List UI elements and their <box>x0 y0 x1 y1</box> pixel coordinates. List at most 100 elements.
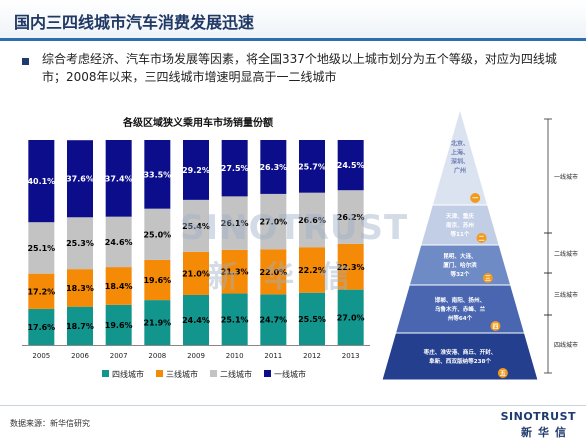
pyramid-tier-label: 昆明、大连、 <box>443 252 477 260</box>
x-tick-label: 2010 <box>226 352 244 360</box>
pyramid-tier-label: 北京、 <box>451 140 469 148</box>
bar-segment <box>183 251 209 295</box>
tier-badge <box>470 193 481 203</box>
tier-badge-label: 五 <box>500 371 506 378</box>
tier-badge <box>476 233 487 243</box>
bar-data-label: 18.3% <box>66 284 94 293</box>
tier-badge-label: 一 <box>472 196 478 203</box>
bar-segment <box>221 293 248 345</box>
legend-swatch <box>264 370 271 377</box>
bar-segment <box>260 193 287 250</box>
pyramid-tier-label: 枣庄、淮安港、商丘、开封、 <box>423 348 497 356</box>
pyramid-tier <box>381 332 539 381</box>
tier-badge <box>497 368 508 378</box>
bar-segment <box>28 273 55 309</box>
bar-segment <box>299 140 325 193</box>
watermark-cn: 新华信 <box>208 260 376 295</box>
x-tick-label: 2013 <box>342 352 360 360</box>
bar-segment <box>28 140 55 223</box>
bar-data-label: 25.3% <box>66 239 94 248</box>
bar-data-label: 19.6% <box>105 321 133 330</box>
tier-bracket-label: 三线城市 <box>554 291 578 299</box>
bar-data-label: 21.9% <box>143 319 171 328</box>
x-tick-label: 2011 <box>264 352 282 360</box>
x-tick-label: 2005 <box>32 352 50 360</box>
bar-data-label: 18.7% <box>66 322 94 331</box>
tier-bracket: 四线城市 <box>544 314 578 374</box>
legend-label: 二线城市 <box>220 369 252 379</box>
bar-data-label: 24.5% <box>337 161 365 170</box>
tier-bracket: 二线城市 <box>544 232 578 274</box>
bar-data-label: 22.2% <box>298 266 326 275</box>
bar-segment <box>221 196 248 250</box>
tier-bracket: 一线城市 <box>544 118 578 234</box>
pyramid-tier-label: 南京、苏州 <box>446 221 474 229</box>
logo-en: SINOTRUST <box>500 410 576 423</box>
bar-data-label: 26.2% <box>337 213 365 222</box>
pyramid-tier-label: 等11个 <box>450 230 470 238</box>
bar-segment <box>67 217 93 270</box>
legend-swatch <box>102 370 109 377</box>
pyramid-tier <box>431 107 489 206</box>
legend-item: 二线城市 <box>210 369 252 379</box>
x-tick-label: 2006 <box>71 352 89 360</box>
bar-data-label: 27.0% <box>337 313 365 322</box>
bar-segment <box>28 308 55 345</box>
pyramid-tier-label: 等32个 <box>450 270 470 278</box>
bar-data-label: 18.4% <box>105 282 133 291</box>
bar-data-label: 22.3% <box>337 263 365 272</box>
pyramid-tier-label: 阜新、西双版纳等238个 <box>429 357 491 365</box>
x-tick-label: 2008 <box>148 352 166 360</box>
tier-badge <box>490 321 501 331</box>
bar-segment <box>144 300 171 345</box>
bar-segment <box>67 140 93 218</box>
title-rule <box>0 38 586 41</box>
legend-item: 四线城市 <box>102 369 144 379</box>
bar-segment <box>28 222 55 274</box>
bar-segment <box>144 140 171 209</box>
bar-segment <box>299 247 325 293</box>
legend-label: 四线城市 <box>112 369 144 379</box>
bar-data-label: 26.1% <box>221 219 249 228</box>
bar-data-label: 25.4% <box>182 222 210 231</box>
pyramid-tier-label: 邯郸、南阳、扬州、 <box>435 296 485 304</box>
tier-badge-label: 三 <box>485 276 491 283</box>
bullet-square-icon <box>22 58 29 65</box>
bar-data-label: 37.6% <box>66 175 94 184</box>
intro-text: 综合考虑经济、汽车市场发展等因素，将全国337个地级以上城市划分为五个等级，对应… <box>42 52 557 84</box>
bar-data-label: 24.4% <box>182 316 210 325</box>
bar-data-label: 26.3% <box>259 163 287 172</box>
bar-data-label: 40.1% <box>27 177 55 186</box>
bar-segment <box>144 259 171 301</box>
tier-badge-label: 四 <box>492 324 498 331</box>
bar-data-label: 33.5% <box>143 170 171 179</box>
bar-segment <box>299 292 325 345</box>
legend-item: 一线城市 <box>264 369 306 379</box>
bar-data-label: 17.6% <box>27 323 55 332</box>
bar-segment <box>221 249 248 294</box>
legend-label: 一线城市 <box>274 369 306 379</box>
footer-rule <box>0 405 586 406</box>
stacked-bar-chart: 17.6% 17.2% 25.1% 40.1% 2005 18.7% 18.3% 25.3% 3… <box>22 140 370 379</box>
bar-data-label: 17.2% <box>27 287 55 296</box>
bar-data-label: 25.0% <box>143 230 171 239</box>
page-title: 国内三四线城市汽车消费发展迅速 <box>14 13 255 32</box>
bar-segment <box>67 306 93 345</box>
x-tick-label: 2007 <box>110 352 128 360</box>
bar-data-label: 21.0% <box>182 269 210 278</box>
bar-segment <box>260 140 287 194</box>
bar-data-label: 22.0% <box>259 268 287 277</box>
bar-segment <box>67 269 93 307</box>
bar-segment <box>144 208 171 260</box>
bar-segment <box>221 140 248 197</box>
chart-title: 各级区域狭义乘用车市场销量份额 <box>123 118 273 129</box>
bar-segment <box>337 289 364 345</box>
bar-segment <box>105 304 132 345</box>
pyramid-tier-label: 广州 <box>454 167 466 175</box>
bar-data-label: 25.1% <box>221 315 249 324</box>
tier-bracket-label: 二线城市 <box>554 250 578 258</box>
bar-segment <box>260 294 287 345</box>
x-tick-label: 2009 <box>187 352 205 360</box>
legend-swatch <box>210 370 217 377</box>
tier-bracket: 三线城市 <box>544 272 578 316</box>
